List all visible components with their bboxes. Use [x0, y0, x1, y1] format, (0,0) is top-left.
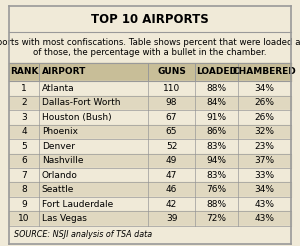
Polygon shape [9, 183, 291, 197]
Text: 94%: 94% [206, 156, 226, 165]
Text: 83%: 83% [206, 142, 226, 151]
Text: 86%: 86% [206, 127, 226, 136]
Text: 37%: 37% [254, 156, 274, 165]
Text: LOADED: LOADED [196, 67, 237, 77]
Text: 49: 49 [166, 156, 177, 165]
Text: CHAMBERED: CHAMBERED [232, 67, 296, 77]
Text: 34%: 34% [254, 185, 274, 194]
Text: 9: 9 [21, 200, 27, 209]
Text: Denver: Denver [42, 142, 75, 151]
Polygon shape [9, 168, 291, 183]
Text: 67: 67 [166, 113, 177, 122]
Text: SOURCE: NSJI analysis of TSA data: SOURCE: NSJI analysis of TSA data [14, 230, 152, 239]
Text: 46: 46 [166, 185, 177, 194]
Text: 43%: 43% [254, 200, 274, 209]
Text: 91%: 91% [206, 113, 226, 122]
Text: Airports with most confiscations. Table shows percent that were loaded and,
of t: Airports with most confiscations. Table … [0, 38, 300, 57]
Text: Las Vegas: Las Vegas [42, 214, 87, 223]
Text: Seattle: Seattle [42, 185, 74, 194]
Text: 33%: 33% [254, 171, 274, 180]
Text: 76%: 76% [206, 185, 226, 194]
Text: 3: 3 [21, 113, 27, 122]
Polygon shape [9, 6, 291, 32]
Text: 84%: 84% [206, 98, 226, 107]
Text: 2: 2 [21, 98, 27, 107]
Text: 47: 47 [166, 171, 177, 180]
Polygon shape [9, 63, 291, 81]
Text: 26%: 26% [254, 98, 274, 107]
Text: 10: 10 [18, 214, 30, 223]
Text: 39: 39 [166, 214, 177, 223]
Text: AIRPORT: AIRPORT [42, 67, 86, 77]
Polygon shape [9, 110, 291, 124]
Text: 110: 110 [163, 84, 180, 93]
Text: RANK: RANK [10, 67, 38, 77]
Text: 88%: 88% [206, 200, 226, 209]
Text: 8: 8 [21, 185, 27, 194]
Text: 26%: 26% [254, 113, 274, 122]
Polygon shape [9, 32, 291, 63]
Text: 98: 98 [166, 98, 177, 107]
Text: Orlando: Orlando [42, 171, 78, 180]
Polygon shape [9, 139, 291, 154]
Text: 83%: 83% [206, 171, 226, 180]
Text: 52: 52 [166, 142, 177, 151]
Text: 1: 1 [21, 84, 27, 93]
Text: 72%: 72% [206, 214, 226, 223]
Text: 7: 7 [21, 171, 27, 180]
Text: 34%: 34% [254, 84, 274, 93]
Polygon shape [9, 96, 291, 110]
Polygon shape [9, 154, 291, 168]
Polygon shape [9, 197, 291, 211]
Polygon shape [9, 81, 291, 96]
Text: 4: 4 [21, 127, 27, 136]
Text: 42: 42 [166, 200, 177, 209]
Polygon shape [9, 124, 291, 139]
Text: 43%: 43% [254, 214, 274, 223]
Polygon shape [9, 6, 291, 244]
Text: Fort Lauderdale: Fort Lauderdale [42, 200, 113, 209]
Text: 88%: 88% [206, 84, 226, 93]
Text: 23%: 23% [254, 142, 274, 151]
Text: GUNS: GUNS [157, 67, 186, 77]
Text: 6: 6 [21, 156, 27, 165]
Text: Houston (Bush): Houston (Bush) [42, 113, 112, 122]
Text: Dallas-Fort Worth: Dallas-Fort Worth [42, 98, 120, 107]
Polygon shape [9, 211, 291, 226]
Text: Atlanta: Atlanta [42, 84, 74, 93]
Text: 5: 5 [21, 142, 27, 151]
Text: Nashville: Nashville [42, 156, 83, 165]
Text: 32%: 32% [254, 127, 274, 136]
Polygon shape [9, 226, 291, 244]
Text: 65: 65 [166, 127, 177, 136]
Text: TOP 10 AIRPORTS: TOP 10 AIRPORTS [91, 13, 209, 26]
Text: Phoenix: Phoenix [42, 127, 78, 136]
